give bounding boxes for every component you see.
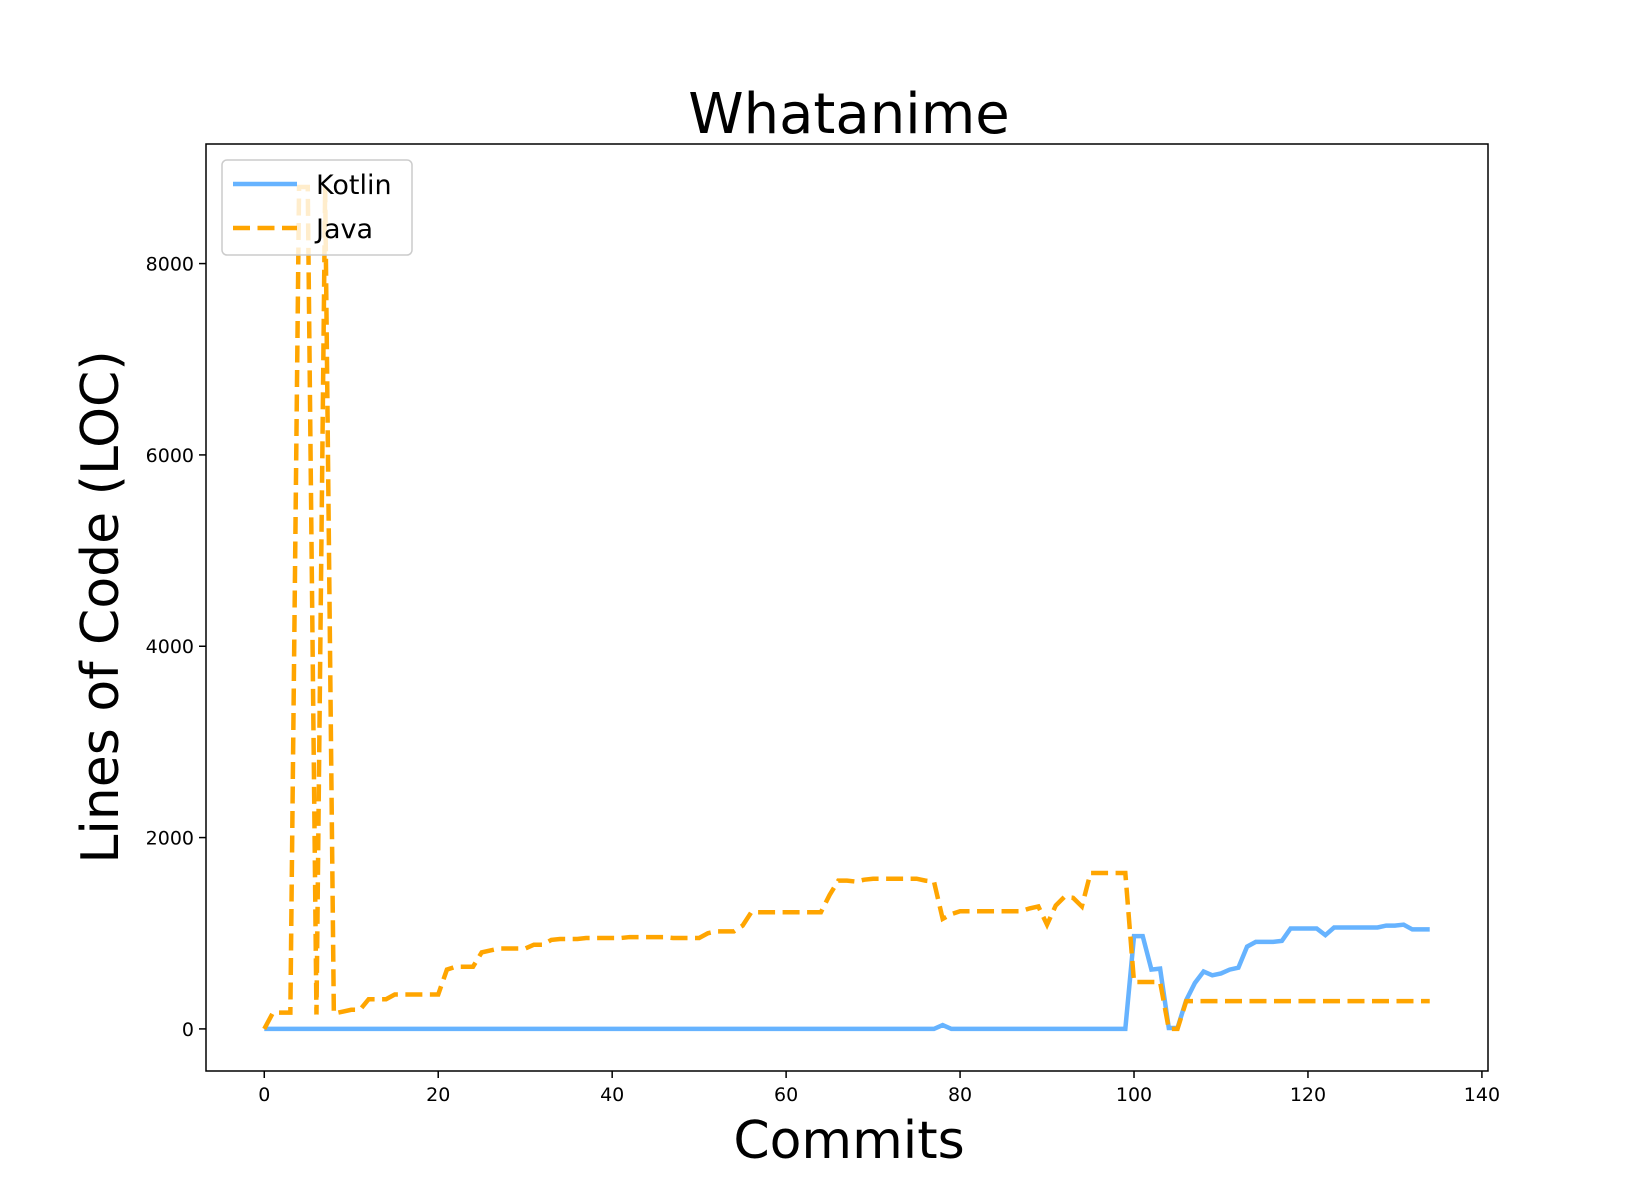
y-axis: 0 2000 4000 6000 8000 bbox=[146, 254, 206, 1041]
chart-title: Whatanime bbox=[688, 82, 1010, 147]
x-axis: 0 20 40 60 80 100 120 140 bbox=[258, 1071, 1500, 1106]
x-tick-label: 0 bbox=[258, 1084, 270, 1106]
y-tick-label: 6000 bbox=[146, 445, 194, 467]
y-axis-label: Lines of Code (LOC) bbox=[71, 350, 131, 863]
x-tick-label: 80 bbox=[948, 1084, 972, 1106]
y-tick-label: 0 bbox=[182, 1019, 194, 1041]
legend: Kotlin Java bbox=[221, 159, 413, 256]
legend-label-java: Java bbox=[314, 214, 373, 245]
legend-label-kotlin: Kotlin bbox=[316, 170, 392, 201]
y-tick-label: 4000 bbox=[146, 636, 194, 658]
y-tick-label: 8000 bbox=[146, 254, 194, 276]
y-tick-label: 2000 bbox=[146, 828, 194, 850]
axes-frame bbox=[205, 143, 1489, 1072]
x-tick-label: 120 bbox=[1290, 1084, 1326, 1106]
x-tick-label: 40 bbox=[600, 1084, 624, 1106]
x-tick-label: 20 bbox=[426, 1084, 450, 1106]
series-line-java bbox=[262, 184, 1430, 1032]
x-tick-label: 60 bbox=[774, 1084, 798, 1106]
plot-area bbox=[262, 184, 1430, 1032]
x-axis-label: Commits bbox=[733, 1111, 964, 1171]
series-line-kotlin bbox=[264, 922, 1430, 1032]
x-tick-label: 140 bbox=[1464, 1084, 1500, 1106]
x-tick-label: 100 bbox=[1116, 1084, 1152, 1106]
